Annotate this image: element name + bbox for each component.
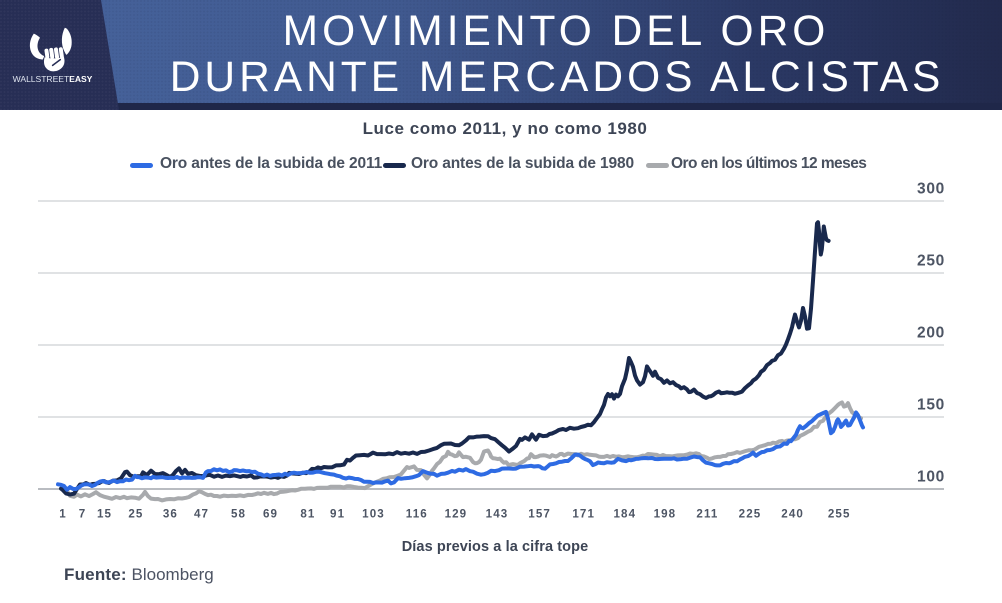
svg-text:7: 7: [79, 507, 87, 520]
svg-text:171: 171: [572, 507, 595, 520]
svg-text:129: 129: [445, 507, 468, 520]
svg-text:211: 211: [696, 507, 718, 520]
svg-text:25: 25: [128, 507, 143, 520]
svg-text:225: 225: [739, 507, 762, 520]
svg-text:250: 250: [917, 253, 945, 270]
svg-text:143: 143: [486, 507, 509, 520]
svg-text:300: 300: [917, 181, 945, 198]
svg-text:103: 103: [362, 507, 385, 520]
svg-text:255: 255: [828, 507, 851, 520]
svg-text:200: 200: [917, 325, 945, 342]
svg-text:240: 240: [781, 507, 804, 520]
svg-text:69: 69: [263, 507, 278, 520]
svg-text:150: 150: [917, 397, 945, 414]
svg-text:58: 58: [231, 507, 246, 520]
svg-text:100: 100: [917, 469, 945, 486]
svg-text:36: 36: [163, 507, 178, 520]
svg-text:157: 157: [528, 507, 551, 520]
svg-text:116: 116: [406, 507, 428, 520]
svg-text:198: 198: [654, 507, 677, 520]
svg-text:91: 91: [330, 507, 345, 520]
svg-text:81: 81: [300, 507, 315, 520]
svg-text:1: 1: [59, 507, 67, 520]
svg-text:15: 15: [97, 507, 112, 520]
svg-text:184: 184: [613, 507, 636, 520]
svg-text:47: 47: [194, 507, 209, 520]
